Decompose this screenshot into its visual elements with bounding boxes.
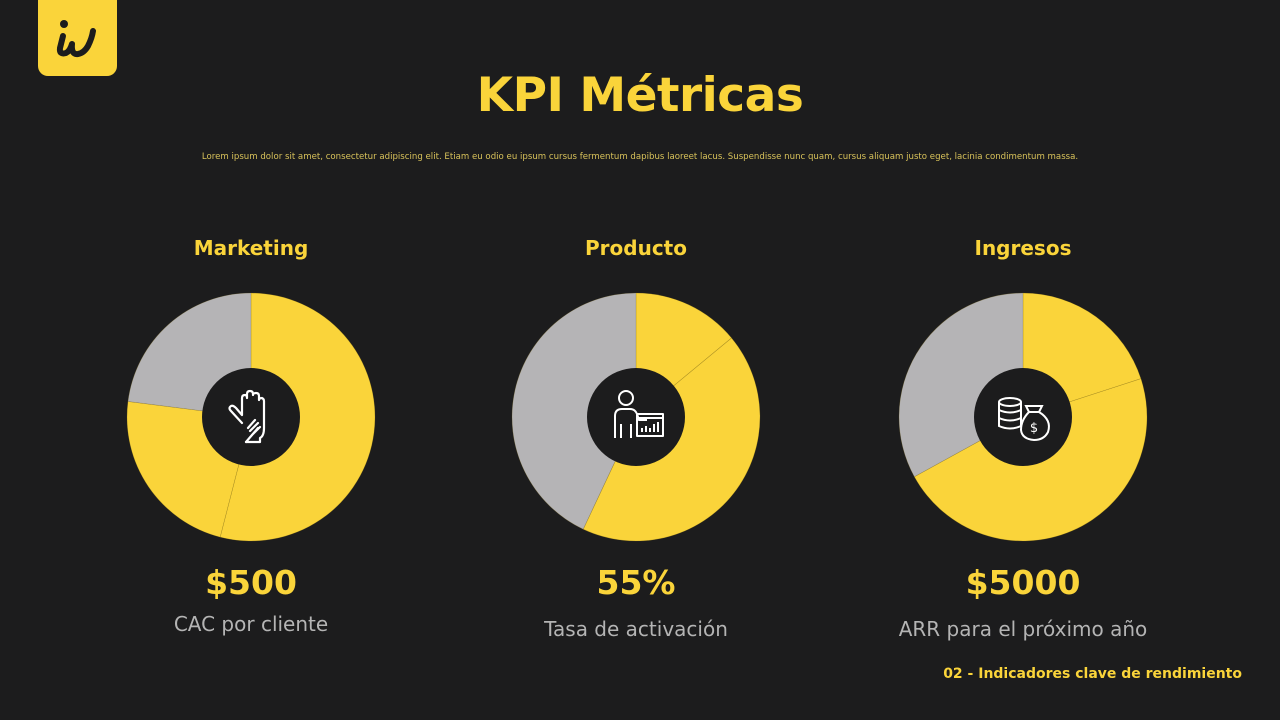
pie-slice-3: [511, 292, 637, 530]
kpi-value: 55%: [596, 563, 676, 602]
donut-chart-ingresos: [898, 292, 1148, 542]
page-subtitle: Lorem ipsum dolor sit amet, consectetur …: [201, 152, 1079, 162]
logo: [38, 0, 117, 76]
kpi-value: $500: [205, 563, 297, 602]
kpi-value: $5000: [965, 563, 1081, 602]
kpi-ingresos: Ingresos $ $5000 ARR para el próximo año: [853, 0, 1193, 720]
logo-iw-icon: [56, 20, 96, 58]
kpi-label: ARR para el próximo año: [898, 617, 1148, 641]
kpi-label: Tasa de activación: [544, 617, 728, 641]
hand-icon: [228, 389, 266, 444]
kpi-label: CAC por cliente: [173, 612, 329, 636]
page-title: KPI Métricas: [476, 68, 804, 123]
chart-title: Producto: [585, 236, 687, 260]
chart-title: Marketing: [193, 236, 309, 260]
kpi-marketing: Marketing $500 CAC por cliente: [81, 0, 421, 720]
chart-title: Ingresos: [974, 236, 1072, 260]
donut-hole: [202, 368, 300, 466]
svg-text:$: $: [1030, 421, 1038, 436]
donut-chart-producto: [511, 292, 761, 542]
money-coins-icon: $: [998, 397, 1050, 442]
kpi-producto: Producto 55% Tasa de activación: [466, 0, 806, 720]
presenter-chart-icon: [614, 390, 664, 438]
donut-chart-marketing: [126, 292, 376, 542]
donut-hole: [974, 368, 1072, 466]
footer-section-label: 02 - Indicadores clave de rendimiento: [943, 666, 1242, 682]
